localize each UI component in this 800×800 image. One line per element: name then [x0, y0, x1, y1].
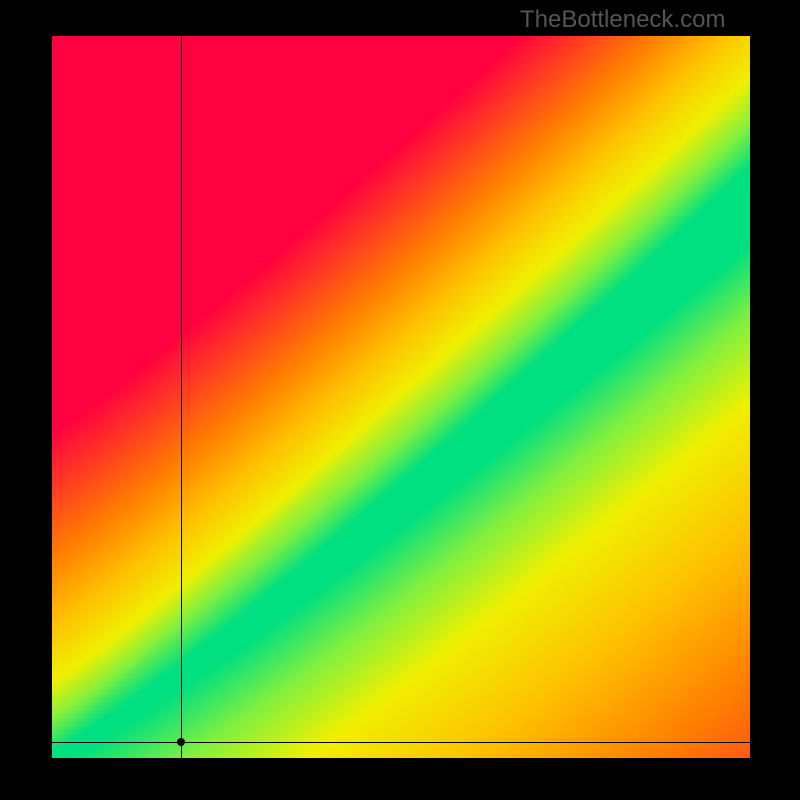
bottleneck-heatmap — [52, 36, 750, 758]
crosshair-vertical — [181, 36, 182, 758]
crosshair-horizontal — [52, 742, 750, 743]
watermark-text: TheBottleneck.com — [520, 6, 725, 34]
